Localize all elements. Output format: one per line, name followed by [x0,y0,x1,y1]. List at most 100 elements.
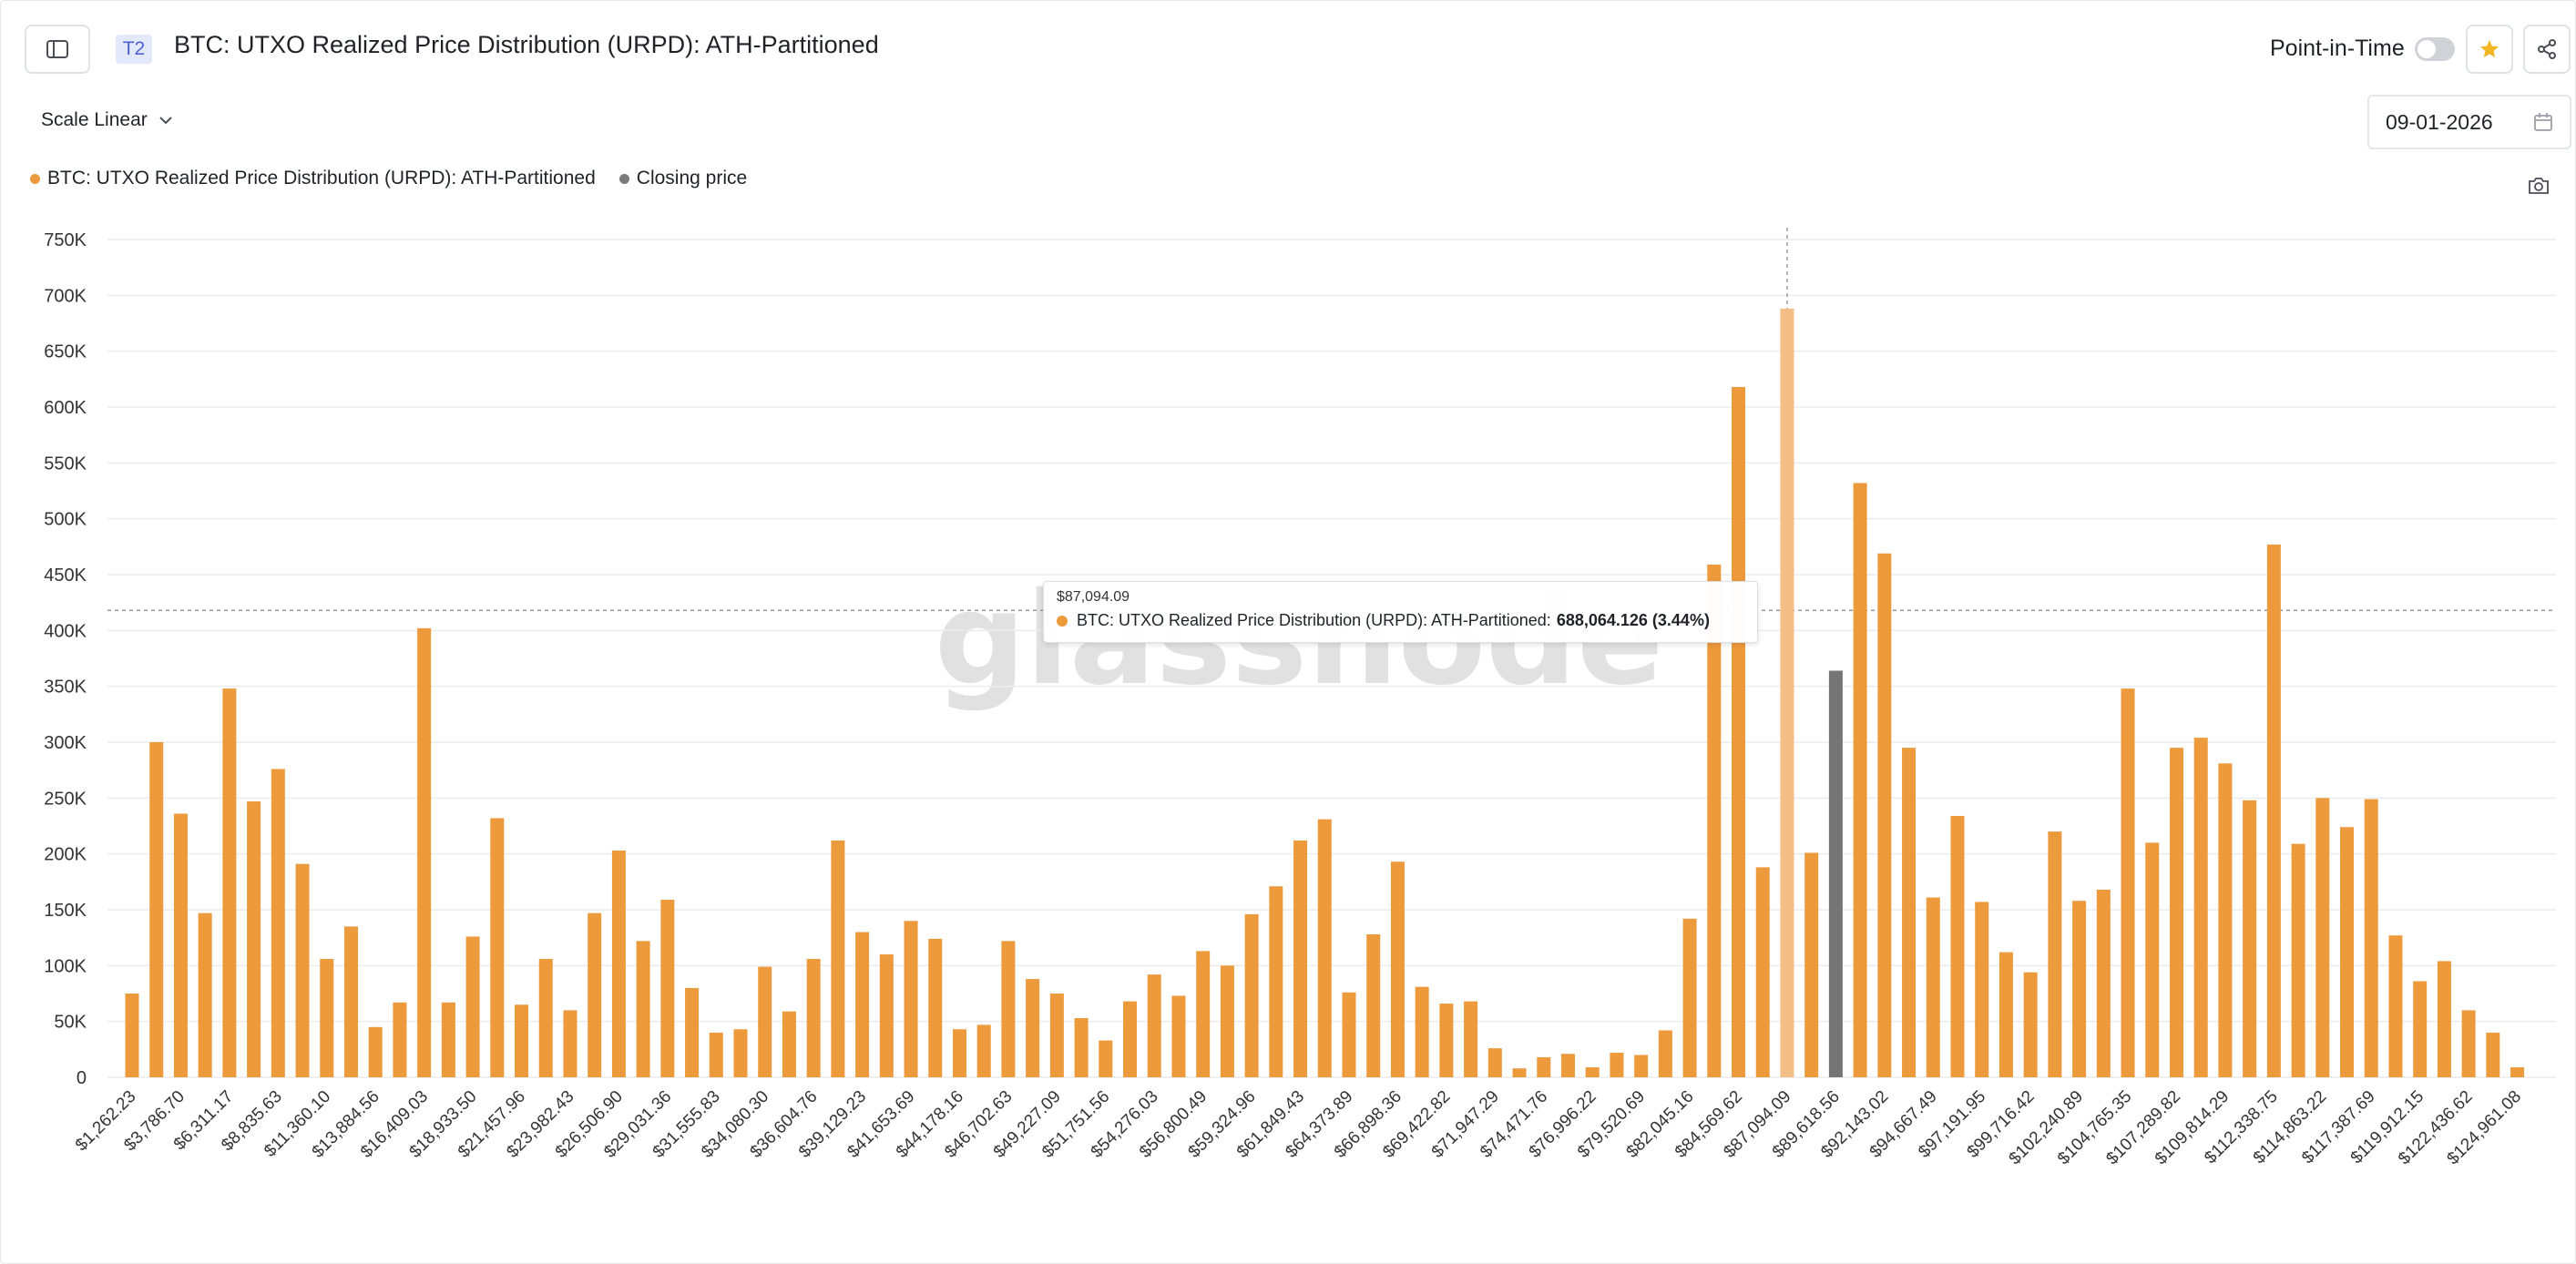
bar[interactable] [1998,952,2013,1077]
bar[interactable] [1755,867,1770,1077]
bar[interactable] [611,850,626,1077]
bar[interactable] [1732,386,1746,1077]
bar[interactable] [1682,918,1697,1077]
screenshot-button[interactable] [2527,176,2550,200]
bar[interactable] [1975,902,1989,1077]
bar[interactable] [198,912,212,1077]
bar[interactable] [2048,831,2062,1077]
bar[interactable] [125,994,139,1077]
bar[interactable] [222,688,237,1077]
bar[interactable] [1171,995,1186,1077]
bar[interactable] [782,1011,796,1077]
bar[interactable] [1366,933,1381,1077]
bar[interactable] [173,813,188,1077]
bar[interactable] [1196,951,1211,1077]
bar[interactable] [490,818,505,1077]
bar[interactable] [1560,1054,1575,1077]
bar[interactable] [1464,1001,1478,1077]
bar-highlighted[interactable] [1780,308,1794,1077]
bar[interactable] [441,1002,455,1077]
bar[interactable] [1244,913,1259,1077]
bar[interactable] [393,1002,407,1077]
bar[interactable] [2121,688,2135,1077]
bar[interactable] [1317,819,1332,1077]
bar[interactable] [2266,544,2281,1077]
share-button[interactable] [2523,25,2571,74]
bar[interactable] [465,936,480,1077]
bar[interactable] [247,801,261,1077]
bar[interactable] [1390,861,1405,1077]
bar[interactable] [2218,763,2233,1077]
bar[interactable] [1074,1017,1089,1077]
bar[interactable] [2413,981,2428,1077]
bar[interactable] [538,958,553,1077]
bar[interactable] [2023,972,2038,1077]
bar[interactable] [855,932,870,1077]
bar[interactable] [1804,852,1819,1077]
bar[interactable] [1707,564,1722,1077]
bar[interactable] [2291,843,2305,1077]
legend-item-urpd[interactable]: BTC: UTXO Realized Price Distribution (U… [30,168,596,189]
bar[interactable] [563,1010,578,1077]
bar[interactable] [2072,901,2087,1077]
bar[interactable] [1537,1056,1551,1077]
bar[interactable] [2169,748,2183,1077]
bar[interactable] [1585,1066,1600,1077]
bar[interactable] [831,840,845,1077]
bar[interactable] [904,921,918,1077]
bar[interactable] [368,1026,383,1077]
point-in-time-toggle[interactable] [2415,37,2455,61]
bar[interactable] [1220,965,1234,1077]
bar[interactable] [1877,553,1892,1077]
bar[interactable] [417,627,432,1077]
bar[interactable] [1853,483,1867,1077]
bar[interactable] [1342,992,1356,1077]
bar-closing-price[interactable] [1828,670,1843,1077]
bar[interactable] [1026,979,1040,1077]
bar[interactable] [928,938,943,1077]
bar[interactable] [2340,827,2355,1077]
bars[interactable] [125,308,2525,1077]
bar[interactable] [1293,840,1308,1077]
bar[interactable] [1123,1001,1138,1077]
bar[interactable] [1001,941,1016,1077]
bar[interactable] [588,912,602,1077]
bar[interactable] [1439,1004,1454,1077]
bar[interactable] [1902,748,1917,1077]
date-picker[interactable]: 09-01-2026 [2367,95,2571,149]
bar[interactable] [952,1029,966,1077]
bar[interactable] [2096,889,2111,1077]
sidebar-toggle-button[interactable] [25,25,90,74]
bar[interactable] [1049,994,1064,1077]
bar[interactable] [2510,1066,2525,1077]
bar[interactable] [343,926,358,1077]
bar[interactable] [758,966,772,1077]
bar[interactable] [2461,1010,2476,1077]
bar[interactable] [2193,738,2208,1077]
bar[interactable] [1950,815,1965,1077]
bar[interactable] [515,1004,529,1077]
bar[interactable] [636,941,650,1077]
bar[interactable] [2437,961,2451,1077]
bar[interactable] [1610,1053,1624,1077]
bar[interactable] [271,769,285,1077]
bar[interactable] [2486,1032,2500,1077]
bar[interactable] [320,958,334,1077]
bar[interactable] [660,899,675,1077]
scale-dropdown[interactable]: Scale Linear [41,109,173,131]
bar[interactable] [1658,1030,1672,1077]
bar[interactable] [806,958,821,1077]
legend-item-closing-price[interactable]: Closing price [618,168,747,189]
bar[interactable] [149,742,164,1077]
bar[interactable] [295,863,310,1077]
bar[interactable] [733,1029,748,1077]
bar[interactable] [2364,799,2378,1077]
bar[interactable] [1099,1040,1113,1077]
bar[interactable] [2145,842,2160,1077]
bar[interactable] [1512,1068,1527,1077]
bar[interactable] [2315,798,2330,1077]
bar[interactable] [1926,897,1940,1077]
bar[interactable] [685,987,700,1077]
favorite-button[interactable] [2466,25,2513,74]
bar[interactable] [1147,974,1161,1077]
